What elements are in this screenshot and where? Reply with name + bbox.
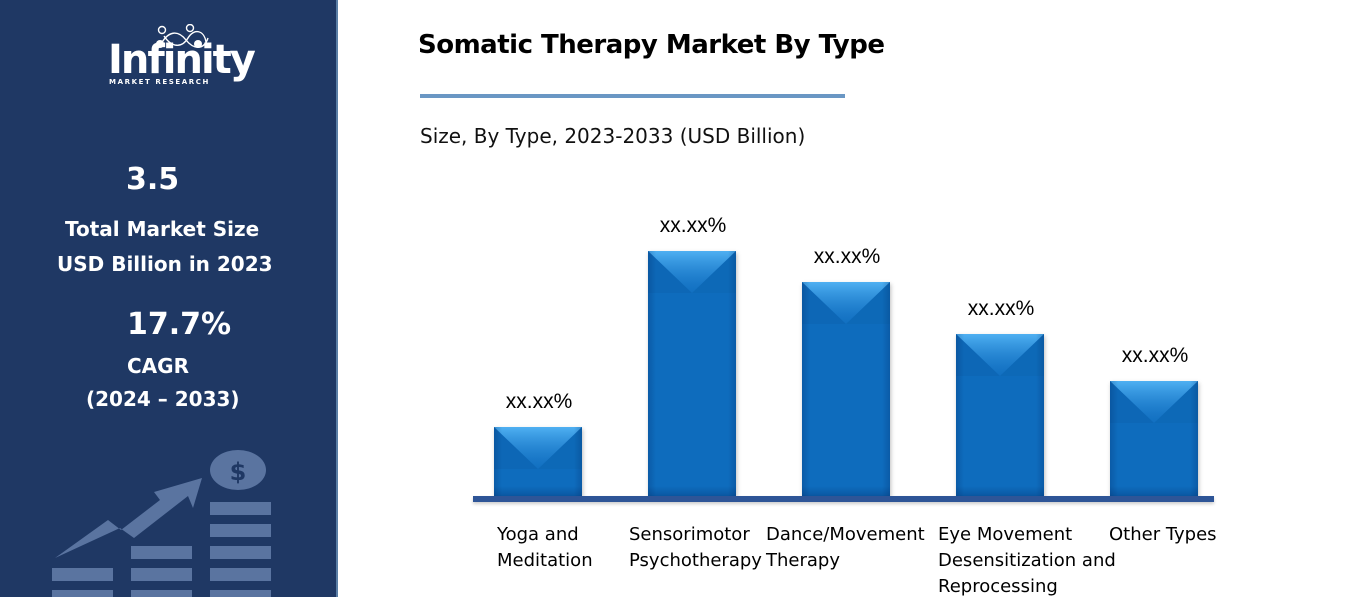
x-axis-baseline <box>473 496 1214 502</box>
cagr-period: (2024 – 2033) <box>86 387 240 411</box>
bar <box>494 427 582 496</box>
infinity-logo: Infinity MARKET RESEARCH <box>104 22 256 88</box>
bar <box>1110 381 1198 496</box>
category-label: Other Types <box>1109 524 1217 545</box>
category-label: Eye Movement Desensitization and Reproce… <box>938 524 1116 597</box>
category-label: Yoga and Meditation <box>497 524 593 571</box>
bar <box>648 251 736 496</box>
bar-bevel <box>648 251 736 293</box>
title-divider <box>420 94 845 98</box>
market-size-label: Total Market Size <box>65 217 260 241</box>
bar-bevel <box>1110 381 1198 423</box>
svg-text:$: $ <box>230 458 247 486</box>
logo-subtitle: MARKET RESEARCH <box>109 78 210 86</box>
bar-data-label: xx.xx% <box>505 390 573 413</box>
category-label: Sensorimotor Psychotherapy <box>629 524 762 571</box>
bar-bevel <box>494 427 582 469</box>
sidebar-panel: Infinity MARKET RESEARCH 3.5 Total Marke… <box>0 0 338 597</box>
bar-bevel <box>956 334 1044 376</box>
bar-data-label: xx.xx% <box>967 297 1035 320</box>
category-label: Dance/Movement Therapy <box>766 524 925 571</box>
bar-data-label: xx.xx% <box>1121 344 1189 367</box>
logo-figures-icon <box>156 24 209 48</box>
logo-wordmark: Infinity <box>108 37 256 83</box>
bar-data-label: xx.xx% <box>659 214 727 237</box>
bar-data-label: xx.xx% <box>813 245 881 268</box>
market-size-unit-label: USD Billion in 2023 <box>57 252 273 276</box>
growth-chart-dollar-icon: $ <box>52 450 271 597</box>
market-size-value: 3.5 <box>126 162 180 197</box>
bar <box>956 334 1044 496</box>
bar-bevel <box>802 282 890 324</box>
chart-subtitle: Size, By Type, 2023-2033 (USD Billion) <box>420 124 806 148</box>
chart-title: Somatic Therapy Market By Type <box>418 30 885 60</box>
bar <box>802 282 890 496</box>
cagr-value: 17.7% <box>127 307 232 342</box>
cagr-label: CAGR <box>127 354 189 378</box>
